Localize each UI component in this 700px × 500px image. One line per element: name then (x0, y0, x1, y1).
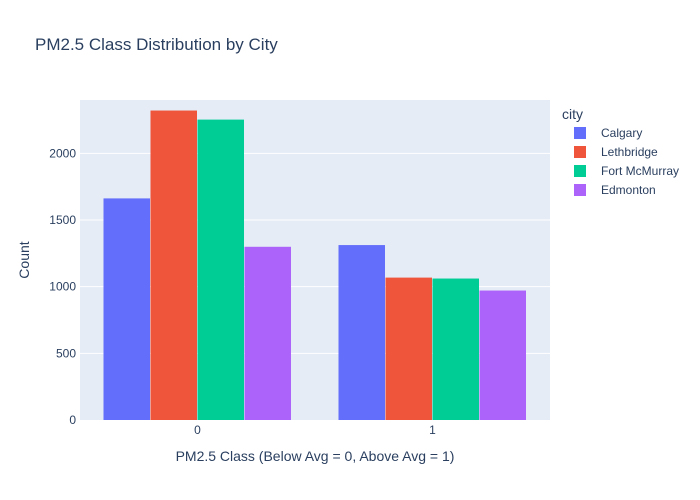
x-axis-label: PM2.5 Class (Below Avg = 0, Above Avg = … (176, 448, 455, 464)
bar-edmonton-1[interactable] (479, 290, 527, 420)
legend: city Calgary Lethbridge Fort McMurray Edmon… (562, 106, 679, 197)
bar-calgary-0[interactable] (103, 198, 151, 420)
y-axis-label: Count (16, 241, 32, 278)
x-tick-label: 0 (194, 423, 201, 437)
legend-swatch-lethbridge[interactable] (574, 146, 586, 158)
chart-title: PM2.5 Class Distribution by City (35, 35, 278, 54)
legend-label-calgary[interactable]: Calgary (601, 126, 642, 140)
y-tick-label: 1500 (49, 213, 76, 227)
legend-swatch-fort-mcmurray[interactable] (574, 165, 586, 177)
bars (103, 110, 527, 421)
x-tick-label: 1 (429, 423, 436, 437)
y-tick-label: 0 (69, 413, 76, 427)
legend-title: city (562, 106, 583, 122)
bar-calgary-1[interactable] (338, 245, 386, 420)
bar-fort-mcmurray-1[interactable] (432, 278, 480, 420)
y-tick-label: 500 (56, 346, 76, 360)
legend-label-fort-mcmurray[interactable]: Fort McMurray (601, 164, 679, 178)
y-tick-label: 2000 (49, 146, 76, 160)
legend-label-lethbridge[interactable]: Lethbridge (601, 145, 658, 159)
legend-swatch-calgary[interactable] (574, 127, 586, 139)
bar-edmonton-0[interactable] (244, 246, 292, 420)
bar-lethbridge-0[interactable] (150, 110, 198, 421)
bar-lethbridge-1[interactable] (385, 277, 433, 420)
legend-label-edmonton[interactable]: Edmonton (601, 183, 656, 197)
legend-swatch-edmonton[interactable] (574, 184, 586, 196)
y-axis-ticks: 0 500 1000 1500 2000 (49, 146, 76, 427)
y-tick-label: 1000 (49, 280, 76, 294)
bar-fort-mcmurray-0[interactable] (197, 119, 245, 420)
